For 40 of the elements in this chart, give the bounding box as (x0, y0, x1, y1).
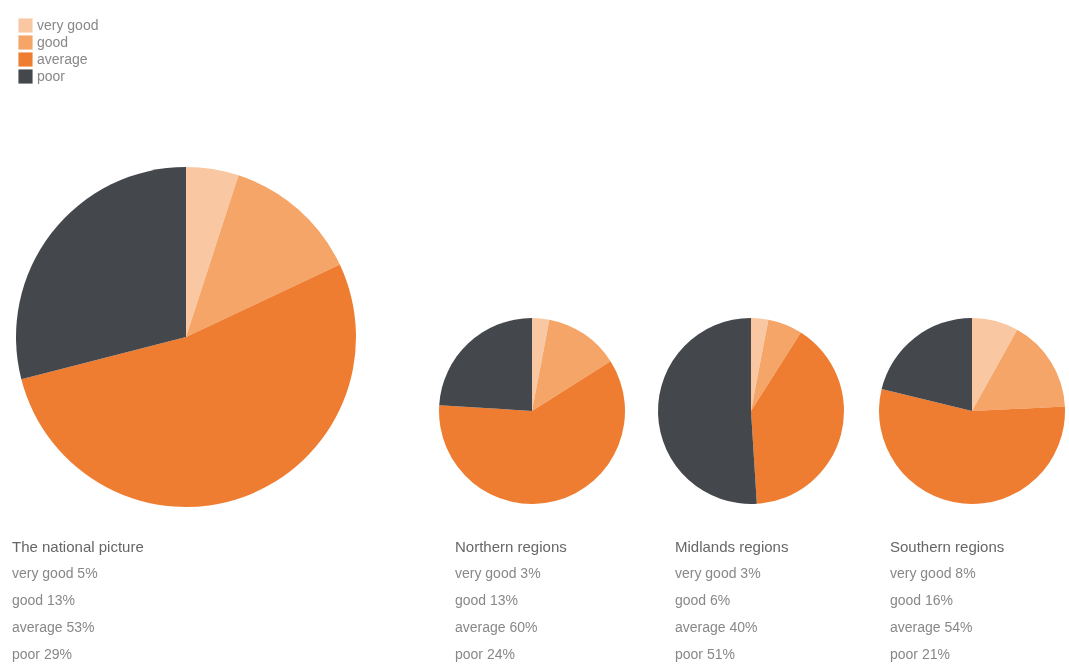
text: poor 21% (890, 646, 950, 662)
pie-slice (532, 318, 550, 411)
text: very good 3% (455, 565, 541, 581)
pie-slice (186, 175, 340, 337)
pie-slice (16, 167, 186, 380)
pie-slice (532, 319, 611, 411)
text: Midlands regions (675, 538, 789, 555)
legend-label: average (37, 50, 88, 67)
text: average 60% (455, 619, 538, 635)
pie-slice (186, 167, 239, 337)
pie-slice (658, 318, 757, 504)
text: average 53% (12, 619, 95, 635)
pie-slice (751, 332, 844, 504)
text: good 6% (675, 592, 731, 608)
text: Southern regions (890, 538, 1005, 555)
text: Northern regions (455, 538, 567, 555)
text: average 40% (675, 619, 758, 635)
pie-slice (879, 389, 1065, 504)
text: good 13% (455, 592, 519, 608)
pie-slice (439, 361, 625, 504)
pie-slice (439, 318, 532, 411)
text: very good 5% (12, 565, 98, 581)
text: The national picture (12, 538, 144, 555)
legend-label: good (37, 33, 69, 50)
text: good 13% (12, 592, 76, 608)
text: poor 29% (12, 646, 72, 662)
legend-label: poor (37, 67, 66, 84)
text: good 16% (890, 592, 954, 608)
pie-slice (972, 318, 1018, 411)
pie-slice (21, 264, 356, 507)
pie-slice (751, 318, 769, 411)
legend-label: very good (37, 16, 99, 33)
pie-slice (881, 318, 972, 411)
pie-slice (751, 319, 801, 411)
text: poor 51% (675, 646, 735, 662)
text: poor 24% (455, 646, 515, 662)
text: very good 8% (890, 565, 976, 581)
pie-slice (972, 329, 1065, 411)
text: average 54% (890, 619, 973, 635)
text: very good 3% (675, 565, 761, 581)
